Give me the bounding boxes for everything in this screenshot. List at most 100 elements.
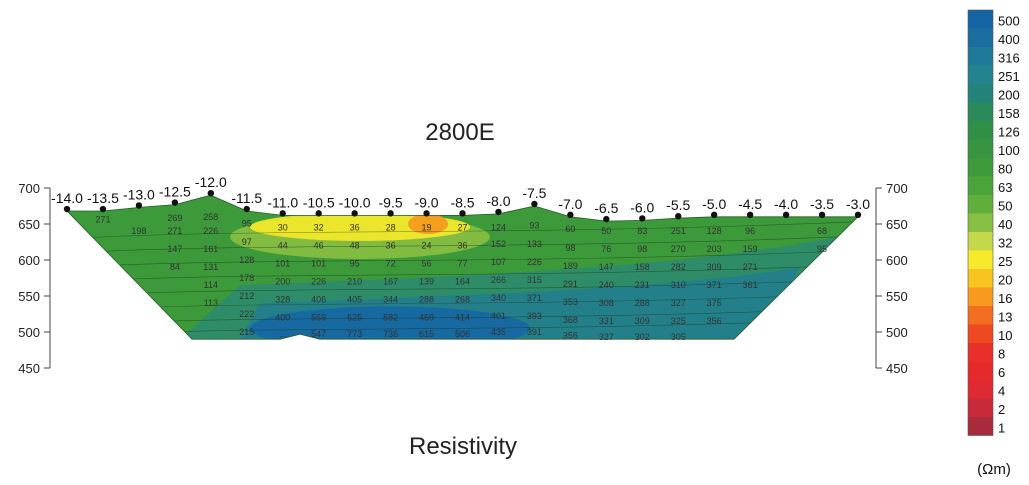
legend-label-2: 2	[998, 402, 1005, 417]
cell-value-24: 27	[457, 223, 467, 233]
cell-value-17: 222	[239, 309, 254, 319]
cell-value-25: 124	[491, 223, 506, 233]
contour-line-0	[67, 220, 858, 240]
cell-value-38: 24	[422, 241, 432, 251]
cell-value-10: 84	[170, 262, 180, 272]
cell-values: 271 269 258 95 198 271 226 147 161 97 84 131 128 114 1…	[95, 212, 827, 342]
station-label-17: -5.5	[666, 197, 690, 213]
station-marker-16	[639, 215, 646, 222]
station-label-9: -9.5	[379, 194, 403, 210]
cell-value-27: 60	[565, 224, 575, 234]
y-tick-label-left-0: 700	[18, 181, 40, 196]
cell-value-37: 36	[386, 241, 396, 251]
cell-value-93: 582	[383, 313, 398, 323]
cell-value-70: 315	[527, 275, 542, 285]
legend-label-16: 16	[998, 291, 1012, 306]
cell-value-113: 302	[635, 332, 650, 342]
cell-value-84: 371	[527, 293, 542, 303]
legend-swatch-500	[968, 10, 993, 29]
cell-value-14: 178	[239, 273, 254, 283]
station-marker-3	[171, 199, 179, 206]
y-tick-label-right-5: 450	[886, 361, 908, 376]
station-marker-10	[423, 210, 430, 217]
cell-value-87: 288	[635, 298, 650, 308]
cell-value-108: 506	[455, 329, 470, 339]
cell-value-62: 271	[743, 262, 758, 272]
station-label-4: -12.0	[195, 174, 227, 190]
cell-value-109: 435	[491, 327, 506, 337]
legend-label-100: 100	[998, 143, 1020, 158]
station-marker-13	[531, 200, 538, 208]
station-label-12: -8.0	[486, 193, 510, 209]
station-marker-9	[387, 210, 394, 217]
legend-label-63: 63	[998, 180, 1012, 195]
y-tick-label-right-3: 550	[886, 289, 908, 304]
cell-value-11: 131	[203, 262, 218, 272]
legend-swatch-25	[968, 250, 993, 269]
cell-value-78: 406	[311, 295, 326, 305]
chart-title: 2800E	[425, 119, 494, 146]
legend-label-500: 500	[998, 14, 1020, 29]
cell-value-92: 625	[347, 313, 362, 323]
station-marker-8	[351, 210, 358, 217]
station-label-18: -5.0	[702, 196, 726, 212]
station-marker-1	[99, 205, 107, 213]
legend-swatch-80	[968, 158, 993, 177]
station-label-10: -9.0	[414, 194, 438, 210]
legend-swatch-8	[968, 343, 993, 362]
station-label-1: -13.5	[87, 190, 119, 206]
station-marker-12	[495, 208, 502, 216]
cell-value-22: 28	[386, 223, 396, 233]
legend-label-10: 10	[998, 328, 1012, 343]
legend-swatch-200	[968, 84, 993, 103]
cell-value-91: 569	[311, 313, 326, 323]
legend-label-316: 316	[998, 51, 1020, 66]
legend-label-20: 20	[998, 273, 1012, 288]
cell-value-64: 226	[311, 277, 326, 287]
cell-value-50: 101	[311, 259, 326, 269]
cell-value-69: 266	[491, 275, 506, 285]
station-marker-2	[135, 202, 143, 209]
cell-value-57: 189	[563, 261, 578, 271]
color-legend: 5004003162512001581261008063504032252016…	[967, 9, 1020, 436]
legend-swatch-126	[968, 121, 993, 140]
legend-swatch-251	[968, 65, 993, 84]
cell-value-111: 356	[563, 331, 578, 341]
station-label-16: -6.0	[630, 199, 654, 215]
station-label-7: -10.5	[303, 194, 335, 210]
cell-value-60: 282	[671, 262, 686, 272]
station-marker-0	[63, 205, 71, 213]
cell-value-1: 269	[167, 213, 182, 223]
cell-value-68: 164	[455, 277, 470, 287]
cell-value-28: 50	[601, 226, 611, 236]
cell-value-77: 328	[275, 295, 290, 305]
cell-value-80: 344	[383, 295, 398, 305]
station-label-22: -3.0	[846, 196, 870, 212]
y-tick-label-right-1: 650	[886, 217, 908, 232]
cell-value-21: 36	[350, 223, 360, 233]
contour-line-2	[67, 249, 858, 269]
cell-value-26: 93	[529, 220, 539, 230]
cell-value-67: 139	[419, 277, 434, 287]
station-label-5: -11.5	[231, 190, 262, 206]
cell-value-85: 353	[563, 297, 578, 307]
zone-conductive-orange	[408, 214, 448, 234]
legend-unit: (Ωm)	[977, 461, 1011, 478]
legend-label-80: 80	[998, 162, 1012, 177]
station-marker-18	[710, 211, 718, 218]
cell-value-36: 48	[350, 241, 360, 251]
legend-label-1: 1	[998, 421, 1005, 436]
x-axis-label: Resistivity	[409, 433, 517, 460]
legend-label-25: 25	[998, 254, 1012, 269]
legend-swatch-13	[968, 306, 993, 325]
station-label-21: -3.5	[810, 196, 834, 212]
cell-value-5: 271	[167, 226, 182, 236]
station-label-13: -7.5	[522, 185, 546, 201]
station-label-20: -4.0	[774, 196, 798, 212]
cell-value-90: 400	[275, 313, 290, 323]
cell-value-100: 309	[635, 316, 650, 326]
station-label-11: -8.5	[450, 194, 474, 210]
cell-value-23: 19	[422, 223, 432, 233]
right-y-axis: 700 650 600 550 500 450	[875, 181, 908, 376]
cell-value-31: 128	[707, 226, 722, 236]
